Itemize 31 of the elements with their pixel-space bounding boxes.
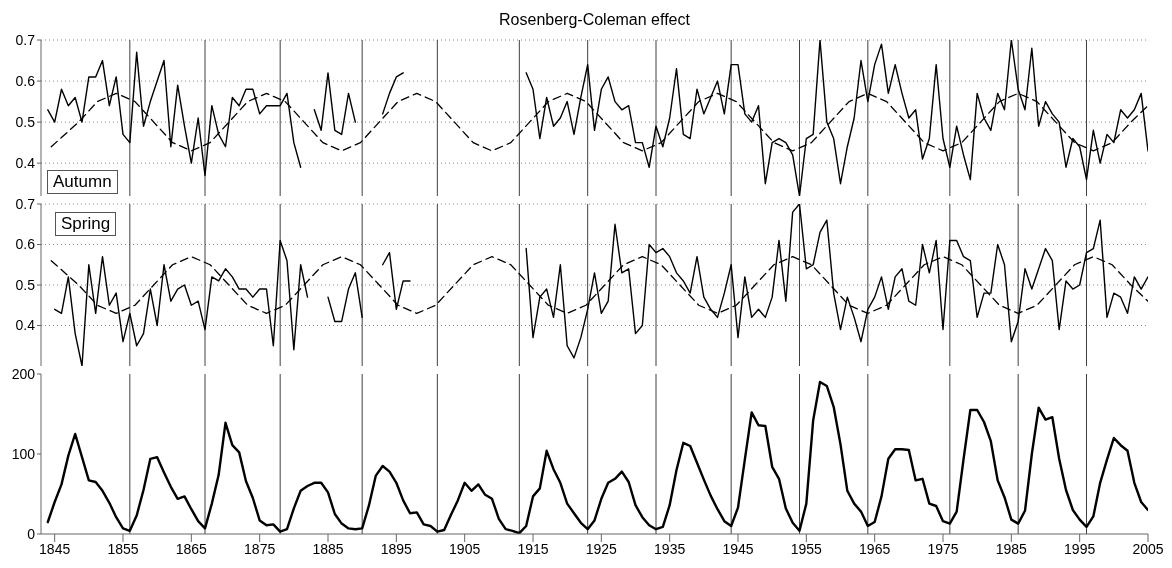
x-tick-label: 1915 <box>517 540 549 557</box>
x-tick-label: 1955 <box>790 540 823 557</box>
y-tick-label: 0.4 <box>15 317 36 334</box>
y-tick-label: 100 <box>11 445 36 462</box>
x-tick-label: 1885 <box>312 540 344 557</box>
y-tick-label: 0.7 <box>15 31 36 48</box>
y-tick-label: 0.6 <box>15 73 36 90</box>
chart-title: Rosenberg-Coleman effect <box>498 10 691 30</box>
x-tick-label: 1865 <box>175 540 208 557</box>
x-tick-label: 1855 <box>107 540 139 557</box>
y-tick-label: 0.7 <box>15 195 36 212</box>
x-tick-label: 1905 <box>449 540 481 557</box>
x-tick-label: 1985 <box>995 540 1028 557</box>
x-tick-label: 1895 <box>380 540 413 557</box>
y-tick-label: 0.4 <box>15 155 36 172</box>
x-tick-label: 1925 <box>585 540 618 557</box>
y-tick-label: 200 <box>11 365 36 382</box>
annotation: Spring <box>55 212 117 236</box>
y-tick-label: 0.5 <box>15 276 36 293</box>
x-tick-label: 1945 <box>722 540 754 557</box>
y-tick-label: 0 <box>27 525 36 542</box>
annotation: Autumn <box>47 170 118 194</box>
x-tick-label: 1975 <box>927 540 959 557</box>
x-tick-label: 1965 <box>859 540 891 557</box>
x-tick-label: 1935 <box>654 540 686 557</box>
y-tick-label: 0.6 <box>15 236 36 253</box>
x-tick-label: 1875 <box>244 540 276 557</box>
x-tick-label: 1995 <box>1064 540 1096 557</box>
y-tick-label: 0.5 <box>15 114 36 131</box>
x-tick-label: 1845 <box>39 540 71 557</box>
x-tick-label: 2005 <box>1132 540 1164 557</box>
